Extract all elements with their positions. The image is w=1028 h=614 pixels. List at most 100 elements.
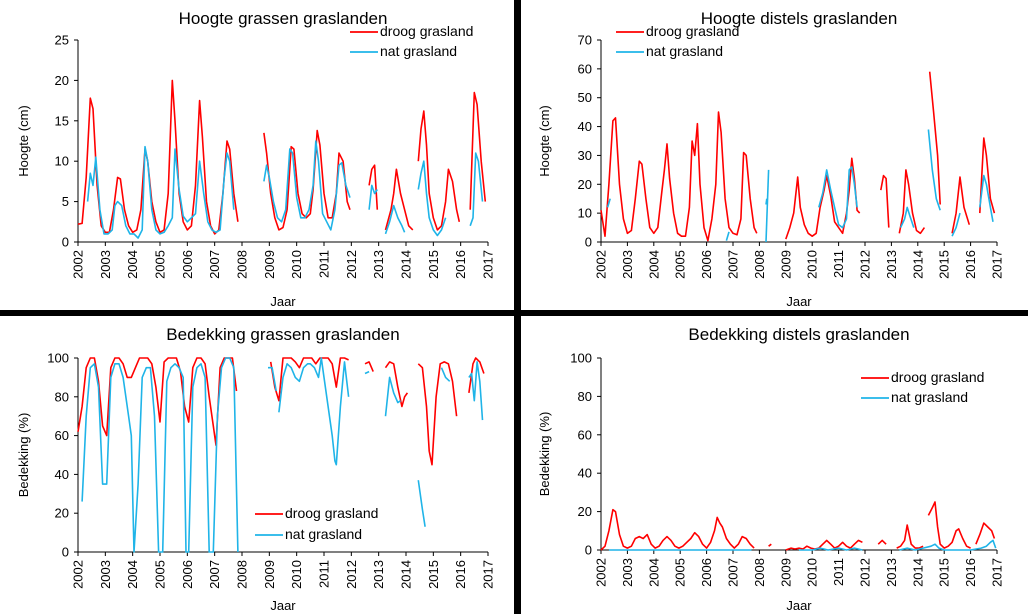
series-line-nat	[81, 357, 239, 553]
series-line-nat	[440, 367, 451, 382]
series-line-nat	[765, 169, 770, 243]
series-line-droog	[898, 169, 926, 235]
y-tick-label: 10	[578, 206, 592, 221]
x-tick-label: 2004	[125, 250, 140, 279]
x-tick-label: 2010	[805, 558, 820, 587]
series-line-nat	[268, 366, 277, 392]
chart-svg: Bedekking distels graslanden 0 20 40 60 80 100…	[537, 325, 1005, 613]
y-tick-label: 0	[585, 235, 592, 250]
x-tick-label: 2008	[752, 250, 767, 279]
y-tick-label: 5	[62, 194, 69, 209]
x-tick-label: 2014	[910, 558, 925, 587]
y-tick-label: 30	[578, 148, 592, 163]
x-axis-label: Jaar	[270, 598, 296, 613]
x-tick-label: 2009	[262, 560, 277, 589]
chart-title: Hoogte distels graslanden	[701, 9, 898, 28]
x-tick-label: 2011	[317, 560, 332, 588]
y-tick-label: 0	[62, 545, 69, 560]
y-tick-label: 100	[570, 351, 592, 366]
series-line-nat	[951, 212, 961, 237]
x-tick-label: 2002	[594, 250, 609, 279]
series-line-nat	[818, 166, 858, 229]
x-tick-label: 2003	[98, 250, 113, 279]
y-tick-label: 25	[55, 33, 69, 48]
y-axis-label: Hoogte (cm)	[16, 105, 31, 177]
x-tick-label: 2003	[620, 250, 635, 279]
y-tick-label: 40	[578, 119, 592, 134]
legend-label: droog grasland	[646, 23, 739, 39]
series-line-droog	[600, 111, 758, 242]
x-tick-label: 2005	[153, 560, 168, 589]
x-tick-label: 2010	[289, 560, 304, 589]
y-tick-label: 50	[578, 90, 592, 105]
legend-label: nat grasland	[285, 526, 362, 542]
series-line-nat	[384, 204, 406, 235]
legend-label: nat grasland	[646, 43, 723, 59]
chart-svg: Hoogte grassen graslanden 0 5 10 15 20 25 2002 2…	[16, 9, 496, 309]
x-tick-label: 2007	[207, 560, 222, 589]
x-tick-label: 2017	[990, 558, 1005, 587]
chart-title: Bedekking grassen graslanden	[166, 325, 399, 344]
x-tick-label: 2012	[344, 560, 359, 589]
series-line-droog	[785, 157, 861, 240]
x-axis-label: Jaar	[786, 598, 812, 613]
y-tick-label: 0	[585, 543, 592, 558]
y-tick-label: 60	[578, 427, 592, 442]
series-line-nat	[368, 184, 378, 210]
panel-hoogte-grassen: Hoogte grassen graslanden 0 5 10 15 20 25 2002 2…	[0, 0, 514, 310]
series-line-droog	[269, 357, 349, 402]
panel-bedekking-distels: Bedekking distels graslanden 0 20 40 60 80 100…	[521, 316, 1028, 614]
series-line-droog	[368, 164, 379, 210]
series-line-nat	[263, 140, 351, 231]
panel-hoogte-distels: Hoogte distels graslanden 0 10 20 30 40 50 60 70…	[521, 0, 1028, 310]
x-tick-label: 2004	[646, 250, 661, 279]
x-tick-label: 2005	[673, 558, 688, 587]
x-tick-label: 2011	[831, 250, 846, 278]
x-tick-label: 2013	[371, 560, 386, 589]
y-tick-label: 20	[55, 506, 69, 521]
y-tick-label: 70	[578, 33, 592, 48]
series-line-nat	[364, 370, 370, 375]
x-tick-label: 2012	[858, 558, 873, 587]
series-line-droog	[417, 110, 461, 231]
chart-svg: Bedekking grassen graslanden 0 20 40 60 80 100…	[16, 325, 496, 613]
x-tick-label: 2016	[963, 558, 978, 587]
x-tick-label: 2002	[594, 558, 609, 587]
x-tick-label: 2016	[963, 250, 978, 279]
y-tick-label: 15	[55, 113, 69, 128]
x-tick-label: 2014	[910, 250, 925, 279]
y-tick-label: 40	[578, 466, 592, 481]
series-line-nat	[86, 145, 235, 239]
x-tick-label: 2009	[262, 250, 277, 279]
legend-label: nat grasland	[891, 389, 968, 405]
series-line-nat	[899, 539, 997, 551]
series-line-nat	[799, 547, 863, 551]
y-tick-label: 40	[55, 467, 69, 482]
series-line-droog	[896, 524, 924, 549]
y-axis-label: Bedekking (%)	[537, 412, 552, 497]
x-tick-label: 2015	[937, 250, 952, 279]
series-line-droog	[785, 539, 863, 551]
x-tick-label: 2009	[778, 250, 793, 279]
x-tick-label: 2006	[699, 558, 714, 587]
x-tick-label: 2003	[620, 558, 635, 587]
legend-label: droog grasland	[285, 505, 378, 521]
x-tick-label: 2011	[317, 250, 332, 278]
series-line-droog	[77, 357, 238, 447]
x-tick-label: 2015	[426, 250, 441, 279]
series-line-nat	[384, 376, 401, 417]
x-tick-label: 2006	[180, 560, 195, 589]
x-tick-label: 2008	[235, 560, 250, 589]
x-tick-label: 2010	[805, 250, 820, 279]
panel-bedekking-grassen: Bedekking grassen graslanden 0 20 40 60 80 100…	[0, 316, 514, 614]
y-axis-label: Bedekking (%)	[16, 413, 31, 498]
series-line-droog	[951, 176, 971, 234]
series-line-nat	[606, 198, 611, 208]
series-line-nat	[469, 152, 484, 227]
legend-label: droog grasland	[891, 369, 984, 385]
x-tick-label: 2016	[453, 560, 468, 589]
series-line-nat	[417, 160, 447, 237]
series-line-droog	[364, 361, 374, 372]
x-tick-label: 2002	[71, 560, 86, 589]
series-line-nat	[979, 174, 994, 222]
